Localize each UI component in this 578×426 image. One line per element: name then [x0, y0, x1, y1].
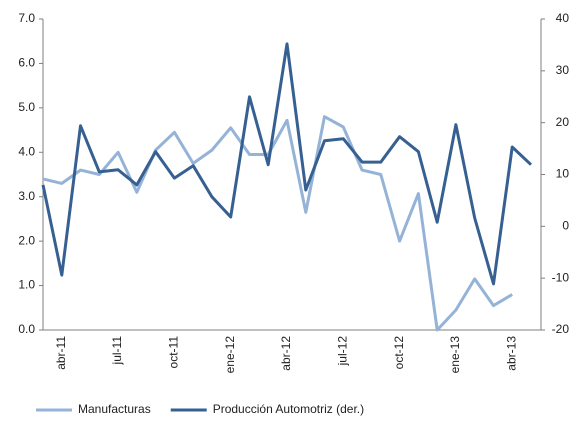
y2-tick-label: 10 [556, 167, 570, 181]
y2-tick-label: 40 [556, 11, 570, 25]
x-tick-label: ene-13 [448, 336, 462, 374]
y2-tick-label: 20 [556, 115, 570, 129]
x-tick-label: abr-12 [279, 336, 293, 371]
y2-tick-label: 0 [562, 219, 569, 233]
series-line [41, 42, 533, 286]
y-tick-label: 1.0 [18, 278, 35, 292]
x-tick-label: jul-11 [110, 336, 124, 366]
y-tick-label: 5.0 [18, 100, 35, 114]
x-tick-label: ene-12 [223, 336, 237, 374]
y-tick-label: 4.0 [18, 144, 35, 158]
x-tick-label: jul-12 [335, 336, 349, 367]
y-tick-label: 6.0 [18, 56, 35, 70]
y-tick-label: 2.0 [18, 233, 35, 247]
y2-tick-label: 30 [556, 63, 570, 77]
legend-label: Producción Automotriz (der.) [213, 402, 364, 416]
y2-tick-label: -20 [552, 322, 570, 336]
y-tick-label: 0.0 [18, 322, 35, 336]
x-tick-label: abr-11 [54, 336, 68, 370]
x-tick-label: oct-12 [392, 336, 406, 370]
legend-label: Manufacturas [78, 402, 151, 416]
series-line [42, 115, 513, 332]
y-tick-label: 7.0 [18, 11, 35, 25]
y-tick-label: 3.0 [18, 189, 35, 203]
x-tick-label: oct-11 [167, 336, 181, 369]
y2-tick-label: -10 [552, 270, 570, 284]
x-tick-label: abr-13 [504, 336, 518, 371]
